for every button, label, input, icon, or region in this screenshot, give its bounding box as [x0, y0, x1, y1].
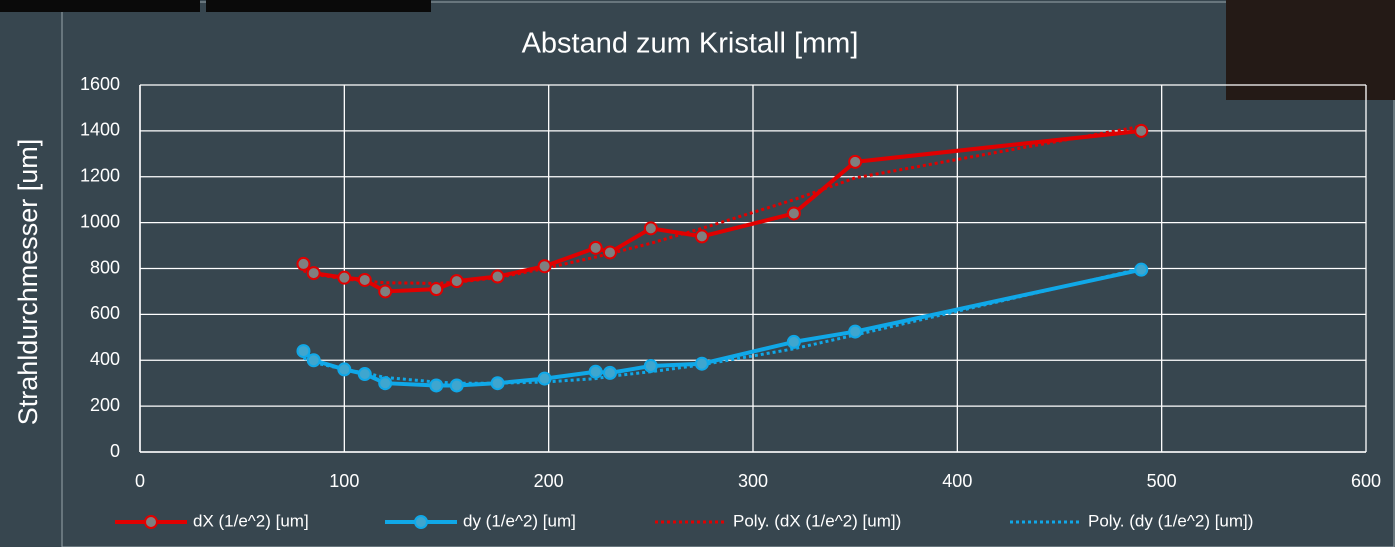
y-tick-label: 1600 [80, 74, 120, 94]
y-tick-label: 600 [90, 303, 120, 323]
legend-marker [145, 516, 157, 528]
legend-label: dy (1/e^2) [um] [463, 511, 576, 530]
x-tick-label: 500 [1147, 471, 1177, 491]
marker [590, 366, 602, 378]
marker [539, 260, 551, 272]
marker [297, 258, 309, 270]
x-tick-label: 300 [738, 471, 768, 491]
x-tick-label: 200 [534, 471, 564, 491]
marker [338, 272, 350, 284]
y-tick-label: 1400 [80, 120, 120, 140]
y-tick-label: 800 [90, 257, 120, 277]
marker [1135, 264, 1147, 276]
marker [492, 271, 504, 283]
marker [297, 345, 309, 357]
marker [451, 379, 463, 391]
marker [696, 230, 708, 242]
marker [359, 368, 371, 380]
chart: Abstand zum Kristall [mm] Strahldurchmes… [0, 0, 1395, 547]
marker [308, 267, 320, 279]
x-tick-label: 100 [329, 471, 359, 491]
marker [1135, 125, 1147, 137]
marker [788, 336, 800, 348]
marker [338, 363, 350, 375]
background [0, 0, 1395, 547]
marker [539, 373, 551, 385]
marker [451, 275, 463, 287]
legend-label: Poly. (dy (1/e^2) [um]) [1088, 511, 1253, 530]
legend-label: Poly. (dX (1/e^2) [um]) [733, 511, 901, 530]
marker [492, 377, 504, 389]
y-tick-label: 1000 [80, 211, 120, 231]
marker [645, 222, 657, 234]
marker [590, 242, 602, 254]
legend-marker [415, 516, 427, 528]
y-tick-label: 0 [110, 441, 120, 461]
marker [604, 367, 616, 379]
marker [604, 246, 616, 258]
chart-title: Abstand zum Kristall [mm] [522, 28, 859, 60]
x-tick-label: 600 [1351, 471, 1381, 491]
y-tick-label: 1200 [80, 166, 120, 186]
page: {"chart_data": {"type": "line", "title":… [0, 0, 1395, 547]
x-tick-label: 0 [135, 471, 145, 491]
overlay-window [206, 0, 431, 12]
marker [849, 156, 861, 168]
overlay-window [0, 0, 200, 12]
marker [379, 285, 391, 297]
marker [645, 360, 657, 372]
y-tick-label: 200 [90, 395, 120, 415]
marker [430, 379, 442, 391]
marker [359, 274, 371, 286]
y-tick-label: 400 [90, 349, 120, 369]
marker [788, 207, 800, 219]
marker [849, 326, 861, 338]
marker [696, 358, 708, 370]
marker [308, 354, 320, 366]
marker [430, 283, 442, 295]
marker [379, 377, 391, 389]
y-axis-title: Strahldurchmesser [um] [13, 139, 43, 426]
legend-label: dX (1/e^2) [um] [193, 511, 309, 530]
x-tick-label: 400 [942, 471, 972, 491]
